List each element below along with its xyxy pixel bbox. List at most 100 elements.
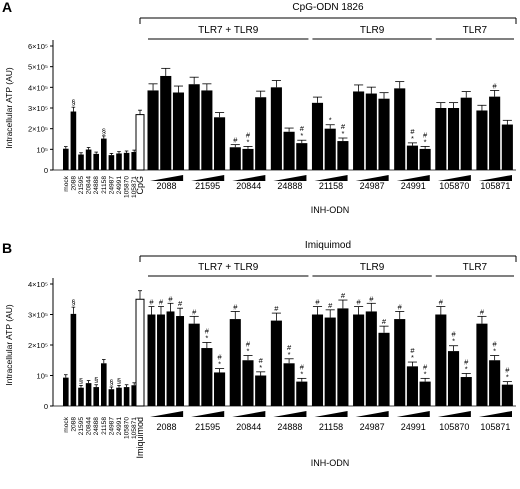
control-bar [70,111,77,170]
stimulus-label: CpG-ODN 1826 [292,2,364,13]
significance-mark: # [398,302,403,311]
data-bar [460,97,472,170]
control-bar [101,363,107,406]
y-tick-label: 4×10⁵ [28,83,48,92]
control-category-label: 105871 [131,176,138,198]
receptor-group-label: TLR9 [360,25,385,36]
significance-mark: # [357,298,362,307]
data-bar [378,332,390,406]
y-tick-label: 5×10⁵ [28,63,48,72]
inh-odn-group-label: 105871 [480,422,510,432]
significance-mark: § [79,376,83,385]
significance-mark: § [94,376,98,385]
data-bar [378,98,390,170]
data-bar [270,320,282,406]
inh-odn-group-label: 2088 [157,422,177,432]
data-bar [460,377,472,406]
data-bar [172,92,185,170]
control-category-label: 105871 [131,417,138,439]
x-axis-label: INH-ODN [311,205,350,215]
significance-mark: § [117,376,121,385]
data-bar [157,314,165,406]
data-bar [255,97,267,170]
significance-mark: # [464,357,469,366]
concentration-wedge [150,175,184,181]
control-category-label: 2088 [70,417,77,432]
data-bar [489,360,501,406]
inh-odn-group-label: 105870 [439,422,469,432]
data-bar [406,366,418,406]
significance-mark: # [205,326,210,335]
stimulus-control-bar [135,114,145,171]
control-bar [116,153,122,170]
significance-mark: # [168,294,173,303]
data-bar [501,124,513,170]
concentration-wedge [437,175,471,181]
data-bar [188,323,200,406]
control-bar [101,138,107,170]
concentration-wedge [232,411,266,417]
x-axis-label: INH-ODN [311,458,350,468]
receptor-group-label: TLR7 + TLR9 [198,262,259,273]
data-bar [229,147,241,170]
significance-mark: * [465,364,468,373]
control-bar [131,152,137,170]
concentration-wedge [396,411,430,417]
data-bar [353,314,365,406]
y-axis-label: Intracellular ATP (AU) [4,67,14,149]
data-bar [229,319,241,406]
significance-mark: # [246,130,251,139]
inh-odn-group-label: 21158 [319,422,343,432]
data-bar [476,110,488,170]
receptor-group-label: TLR7 + TLR9 [198,25,259,36]
control-category-label: 24888 [93,176,100,195]
inh-odn-group-label: 20844 [236,422,261,432]
y-axis-label: Intracellular ATP (AU) [4,304,14,386]
control-category-label: 20844 [86,417,93,436]
significance-mark: # [287,343,292,352]
significance-mark: * [247,347,250,356]
data-bar [255,375,267,406]
panel-b: B 0 10⁵ 2×10⁵ 3×10⁵ 4×10⁵ Intracellular ATP (A… [2,240,517,468]
significance-mark: # [178,299,183,308]
data-bar [188,84,200,170]
significance-mark: # [233,136,238,145]
data-bar [324,128,336,170]
concentration-wedge [355,175,389,181]
concentration-wedge [355,411,389,417]
significance-mark: * [205,333,208,342]
data-bar [176,316,185,406]
y-tick-label: 10⁵ [37,372,48,381]
data-bar [296,381,308,406]
inh-odn-group-label: 24987 [360,181,385,191]
y-tick-label: 0 [44,402,48,411]
stimulus-label: Imiquimod [305,240,351,251]
control-bar [85,149,92,170]
data-bar [406,145,418,170]
control-category-label: 24987 [108,417,115,436]
significance-mark: # [493,340,498,349]
control-category-label: 24991 [116,417,123,436]
y-tick-label: 6×10⁵ [28,42,48,51]
concentration-wedge [437,411,471,417]
concentration-wedge [232,175,266,181]
panel-letter: B [2,240,12,256]
inh-odn-group-label: 21595 [195,181,220,191]
control-category-label: 21595 [78,417,85,436]
data-bar [283,363,295,406]
data-bar [394,319,406,406]
y-tick-label: 3×10⁵ [28,104,48,113]
data-bar [296,143,308,170]
concentration-wedge [396,175,430,181]
data-bar [166,311,175,406]
significance-mark: # [259,356,264,365]
significance-mark: # [410,346,415,355]
inh-odn-group-label: 24987 [360,422,385,432]
data-bar [283,131,295,170]
significance-mark: * [424,369,427,378]
significance-mark: # [274,304,279,313]
significance-mark: * [300,131,303,140]
significance-mark: * [329,116,332,125]
y-tick-label: 4×10⁵ [28,280,48,289]
receptor-group-label: TLR7 [463,262,488,273]
